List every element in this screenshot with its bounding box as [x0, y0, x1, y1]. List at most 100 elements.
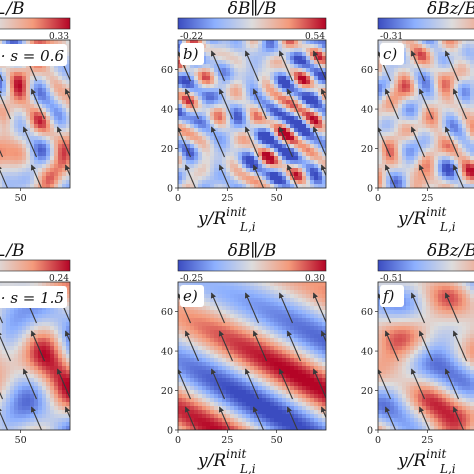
- field-arrow: [178, 292, 192, 324]
- panel-title: δB∥/B: [228, 0, 277, 19]
- field-arrow: [418, 406, 431, 430]
- field-arrows: [378, 50, 468, 188]
- field-arrow: [418, 88, 434, 120]
- colorbar: [377, 259, 474, 272]
- field-arrow: [444, 292, 460, 324]
- panel-tag: c): [383, 45, 397, 63]
- colorbar-max-label: 0.54: [305, 32, 325, 42]
- field-arrow: [244, 368, 260, 400]
- field-arrow: [384, 88, 400, 120]
- y-tick-label: 0: [167, 184, 173, 195]
- field-arrow: [210, 126, 226, 158]
- field-arrow: [320, 330, 326, 343]
- panel-tag: e): [183, 287, 198, 305]
- field-arrow: [280, 203, 293, 233]
- x-tick-label: 50: [271, 193, 283, 204]
- field-arrow: [0, 73, 4, 82]
- field-arrows: [178, 292, 326, 430]
- field-arrow: [278, 292, 294, 324]
- field-arrow: [312, 50, 326, 82]
- panel-title: δBz/B: [427, 241, 474, 261]
- field-arrow: [312, 292, 326, 324]
- field-arrow: [64, 164, 70, 177]
- x-tick-label: 0: [375, 435, 381, 446]
- time-label: t · s = 1.5: [0, 289, 64, 307]
- field-arrow: [0, 445, 3, 474]
- panel-tag: f): [382, 287, 395, 305]
- field-arrow: [30, 164, 43, 188]
- x-tick-label: 0: [175, 435, 181, 446]
- x-tick-label: 25: [221, 193, 233, 204]
- x-tick-label: 50: [15, 193, 27, 204]
- field-arrow: [278, 368, 294, 400]
- field-arrow: [452, 88, 468, 120]
- field-arrow: [252, 164, 265, 188]
- y-tick-label: 20: [361, 144, 373, 155]
- tag-box: [0, 286, 67, 308]
- field-arrow: [320, 406, 326, 419]
- field-arrow: [244, 126, 260, 158]
- field-arrow: [244, 292, 260, 324]
- field-arrow: [218, 88, 234, 120]
- colorbar-max-label: 0.33: [49, 32, 69, 42]
- field-arrow: [444, 126, 460, 158]
- panel-frame: [0, 39, 71, 189]
- field-arrow: [384, 164, 397, 188]
- field-arrow: [378, 126, 392, 158]
- field-arrow: [244, 50, 260, 82]
- y-tick-label: 20: [161, 144, 173, 155]
- field-arrow: [184, 164, 197, 188]
- y-tick-label: 60: [161, 307, 173, 318]
- field-arrow: [210, 50, 226, 82]
- y-tick-label: 60: [361, 65, 373, 76]
- colorbar: [0, 17, 71, 30]
- x-axis-label: y/Rinit L,i: [197, 205, 256, 234]
- field-arrow: [0, 315, 4, 324]
- y-tick-label: 40: [361, 105, 373, 116]
- colorbar-min-label: -0.25: [180, 274, 203, 284]
- field-arrow: [452, 330, 468, 362]
- y-tick-label: 0: [367, 184, 373, 195]
- x-tick-label: 25: [421, 193, 433, 204]
- field-arrow: [378, 368, 392, 400]
- tag-box: [380, 43, 404, 65]
- field-arrow: [0, 406, 9, 430]
- panel-title: δB∥/B: [228, 241, 277, 261]
- field-arrows: [378, 292, 468, 430]
- field-arrow: [210, 292, 226, 324]
- field-arrow: [410, 126, 426, 158]
- panel-tag: b): [183, 45, 199, 63]
- field-arrow: [58, 445, 71, 474]
- field-arrow: [0, 203, 3, 233]
- field-arrows: [178, 50, 327, 233]
- field-arrow: [24, 445, 37, 474]
- panel-frame: [0, 281, 71, 431]
- field-arrow: [286, 330, 302, 362]
- field-arrow: [218, 164, 231, 188]
- field-arrow: [56, 126, 70, 158]
- field-arrow: [314, 203, 327, 233]
- field-arrow: [218, 406, 231, 430]
- field-arrow: [184, 330, 200, 362]
- x-tick-label: 50: [271, 435, 283, 446]
- x-tick-label: 25: [421, 435, 433, 446]
- field-arrow: [22, 368, 38, 400]
- field-arrow: [30, 406, 43, 430]
- field-arrow: [320, 88, 326, 101]
- colorbar-min-label: -0.51: [380, 274, 403, 284]
- panel-frame: [377, 281, 474, 431]
- field-arrow: [378, 50, 392, 82]
- field-arrow: [22, 126, 38, 158]
- field-arrow: [30, 88, 46, 120]
- field-arrow: [218, 330, 234, 362]
- field-arrow: [0, 149, 4, 158]
- panel-e: δB∥/B -0.25 0.30 e) 0 25 50 0 20 40 60 y/Rinit L,i: [161, 241, 327, 474]
- x-tick-label: 0: [375, 193, 381, 204]
- x-axis-label: y/Rinit L,i: [397, 447, 456, 474]
- panel-f: δBz/B -0.51 f) 0 25 0 20 40 60 y/Rinit L,i: [361, 241, 474, 474]
- field-arrow: [178, 50, 192, 82]
- panel-frame: [177, 39, 327, 189]
